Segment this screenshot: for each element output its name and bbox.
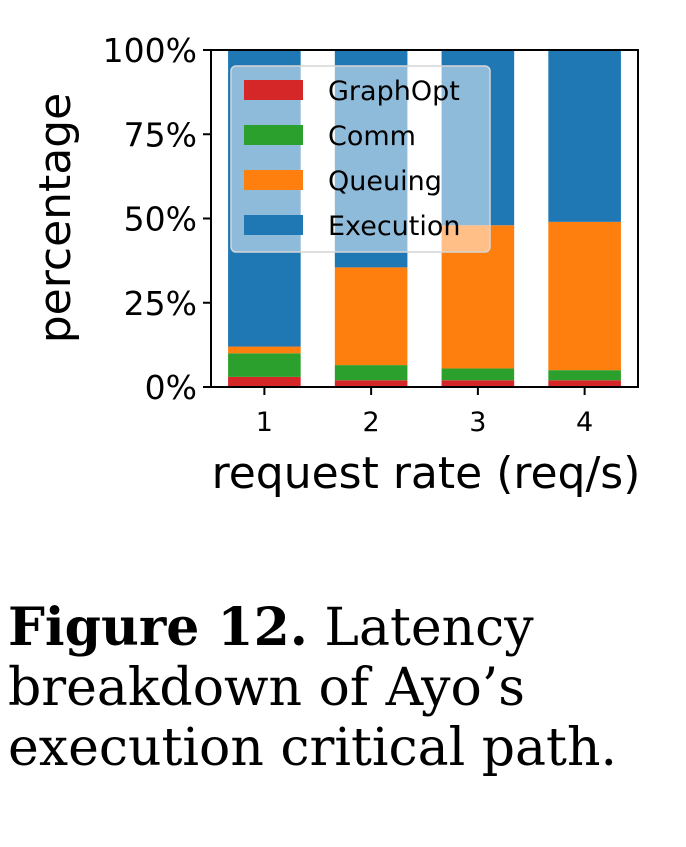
legend-label-graphopt: GraphOpt [328, 76, 460, 107]
legend-swatch-comm [244, 125, 303, 145]
legend-label-comm: Comm [328, 121, 416, 152]
x-tick-label: 4 [576, 407, 593, 438]
bar-graphopt-2 [334, 380, 408, 387]
figure-label: Figure 12. [8, 597, 308, 658]
y-tick-label: 50% [124, 200, 197, 239]
bar-graphopt-1 [228, 376, 301, 387]
y-axis-title: percentage [30, 93, 81, 344]
y-tick-label: 100% [103, 31, 197, 70]
legend-swatch-queuing [244, 170, 303, 190]
x-tick-label: 2 [363, 407, 380, 438]
legend-box [230, 65, 491, 253]
x-tick-label: 3 [469, 407, 486, 438]
x-axis-title: request rate (req/s) [212, 448, 641, 499]
bar-comm-1 [228, 353, 301, 377]
legend-swatch-execution [244, 215, 303, 235]
bar-queuing-1 [228, 346, 301, 354]
x-axis: 1 2 3 4 [256, 387, 593, 438]
bar-comm-2 [334, 365, 408, 381]
caption-text: Latency breakdown of Ayo’s execution cri… [8, 598, 617, 778]
legend-label-execution: Execution [328, 211, 461, 242]
legend-label-queuing: Queuing [328, 166, 442, 197]
bar-comm-3 [441, 368, 515, 381]
stacked-bar-chart: 0% 25% 50% 75% 100% 1 2 3 4 GraphOpt Comm Queuing… [30, 31, 641, 499]
bar-queuing-4 [548, 221, 621, 371]
bar-comm-4 [548, 370, 621, 381]
legend-swatch-graphopt [244, 80, 303, 100]
y-tick-label: 0% [145, 368, 197, 407]
bar-queuing-2 [334, 267, 408, 366]
y-tick-label: 75% [124, 115, 197, 154]
figure-caption: Figure 12. Latency breakdown of Ayo’s ex… [8, 597, 678, 779]
x-tick-label: 1 [256, 407, 273, 438]
bar-graphopt-3 [441, 380, 515, 387]
bar-execution-4 [548, 50, 621, 222]
y-tick-label: 25% [124, 284, 197, 323]
legend: GraphOpt Comm Queuing Execution [230, 65, 491, 253]
y-axis: 0% 25% 50% 75% 100% [103, 31, 211, 407]
bar-graphopt-4 [548, 380, 621, 387]
